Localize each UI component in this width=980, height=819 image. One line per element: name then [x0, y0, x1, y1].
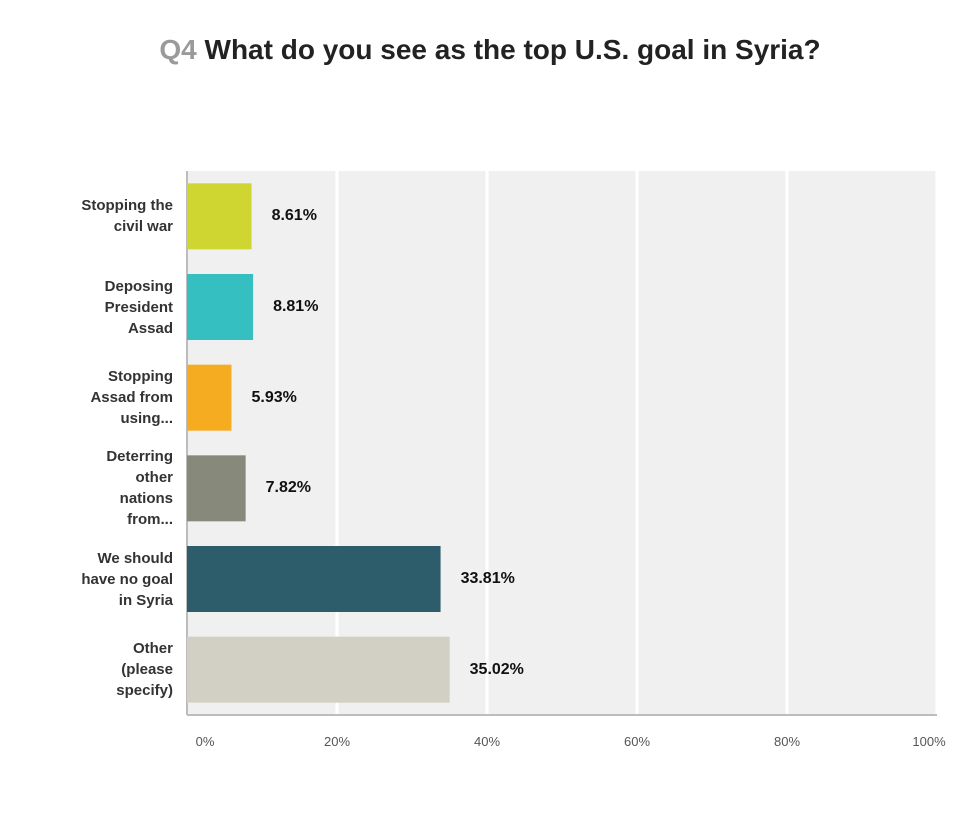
x-tick-label: 20% — [323, 734, 351, 749]
category-label-line: Deterring — [106, 448, 173, 466]
category-label-line: Stopping — [108, 368, 173, 386]
bar-value-label: 5.93% — [251, 388, 297, 406]
category-label-line: Stopping the — [81, 197, 173, 215]
x-tick-label: 80% — [773, 734, 801, 749]
category-label-line: have no goal — [81, 570, 173, 588]
category-label-line: We should — [97, 549, 173, 567]
bar-value-label: 7.82% — [265, 479, 312, 497]
category-label: Deterring other nations from... — [13, 446, 173, 530]
bar-value-label: 33.81% — [460, 570, 515, 587]
category-label-line: (please — [121, 661, 173, 679]
category-label-line: in Syria — [118, 591, 173, 609]
category-label-line: President — [104, 298, 173, 316]
category-label-line: nations — [119, 490, 173, 508]
category-label-line: specify) — [116, 682, 173, 700]
x-tick-label: 0% — [195, 734, 215, 749]
bar-value-label: 35.02% — [469, 660, 524, 678]
category-label: Stopping Assad from using... — [13, 366, 173, 429]
category-label: Stopping the civil war — [13, 195, 173, 237]
x-tick-label: 40% — [473, 734, 501, 749]
category-label-line: from... — [127, 511, 173, 529]
x-tick-label: 60% — [623, 734, 651, 749]
chart-title: Q4 What do you see as the top U.S. goal … — [150, 30, 830, 70]
x-tick-label: 100% — [912, 734, 946, 749]
category-label: Deposing President Assad — [13, 276, 173, 339]
bar-value-label: 8.61% — [271, 207, 317, 225]
category-label-line: Assad — [127, 319, 173, 337]
category-label-line: Deposing — [104, 277, 173, 295]
question-number: Q4 — [159, 34, 197, 65]
question-text: What do you see as the top U.S. goal in … — [204, 34, 821, 65]
category-label-line: Assad from — [90, 389, 173, 407]
bar — [187, 274, 254, 340]
bar — [187, 546, 441, 612]
bar — [187, 636, 450, 703]
category-label-line: Other — [132, 640, 173, 658]
category-label-line: using... — [120, 410, 174, 428]
bar — [187, 455, 246, 522]
plot-background — [187, 171, 937, 715]
bar — [187, 183, 252, 250]
bar — [187, 364, 232, 431]
category-label-line: other — [135, 469, 174, 487]
category-label: Other (please specify) — [13, 638, 173, 701]
bar-value-label: 8.81% — [273, 298, 319, 315]
category-label: We should have no goal in Syria — [13, 548, 173, 611]
category-label-line: civil war — [113, 218, 173, 236]
